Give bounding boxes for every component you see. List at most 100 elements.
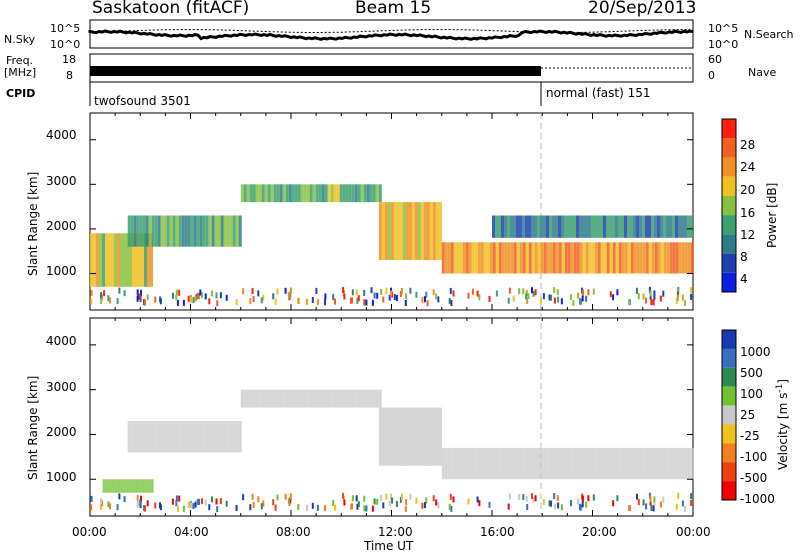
velocity-cell [138,479,142,493]
power-noise [554,297,556,304]
power-cell [516,242,520,274]
power-cell [522,242,526,274]
power-cell [525,242,529,274]
velocity-cell [600,447,604,480]
cpid-label: CPID [6,87,36,100]
power-colorbar-segment [722,157,736,177]
power-cell [438,202,442,260]
xtick-4: 16:00 [480,525,515,539]
date-title: 20/Sep/2013 [588,0,697,18]
power-noise [274,298,277,305]
power-cell [270,184,274,203]
velocity-colorbar-segment [722,424,736,444]
velocity-noise [154,502,157,509]
power-cell [324,184,328,203]
power-noise [194,295,197,302]
velocity-cell [135,479,139,493]
velocity-noise [507,503,510,510]
velocity-noise [351,503,354,510]
velocity-cell [330,389,334,408]
freq-tick-top: 18 [62,53,76,66]
power-cell [432,202,436,260]
velocity-cell [127,421,131,453]
power-cell [549,215,552,238]
power-cell [690,242,694,274]
power-noise [495,290,498,297]
velocity-cell [354,389,358,408]
power-cell [273,184,277,203]
velocity-noise [690,499,693,506]
power-cell [426,202,430,260]
velocity-noise [305,504,308,511]
velocity-cell [660,447,664,480]
power-cell [600,242,604,274]
velocity-noise [404,505,407,512]
power-noise [525,293,528,300]
power-cell [681,215,684,238]
power-noise [560,298,563,305]
velocity-cell [303,389,307,408]
power-cell [513,215,516,238]
power-cell [372,184,376,203]
power-noise [316,299,319,305]
velocity-cell [342,389,346,408]
velocity-noise [355,495,358,502]
power-noise [370,287,373,294]
power-cell [480,242,484,274]
power-cell [663,215,666,238]
power-colorbar-segment [722,176,736,196]
velocity-cell [681,447,685,480]
power-colorbar-segment [722,234,736,254]
power-cell [498,242,502,274]
velocity-noise [324,505,326,512]
velocity-noise [107,501,110,508]
velocity-noise [421,502,424,509]
velocity-cell [471,447,475,480]
velocity-noise [526,504,529,510]
power-cbar-tick-8: 8 [740,250,748,264]
velocity-noise [249,504,252,511]
power-noise [257,290,260,297]
power-noise [467,292,470,299]
power-noise [175,294,178,301]
velocity-cell [654,447,658,480]
nsearch-tick-bottom: 10^0 [708,38,739,51]
velocity-noise [351,495,354,502]
power-noise [216,300,219,307]
power-noise [534,289,537,296]
power-noise [452,290,455,297]
power-cell [211,215,215,247]
velocity-noise [675,503,678,510]
power-noise [171,292,174,299]
power-cell [567,215,570,238]
power-cell [184,215,188,247]
vel-cbar-tick-1000: 1000 [740,345,771,359]
power-cell [621,215,624,238]
power-cell [390,202,394,260]
velocity-cell [226,421,230,453]
power-noise [653,293,656,300]
velocity-cell [327,389,331,408]
velocity-noise [182,505,185,512]
power-cell [138,233,141,287]
power-cell [285,184,289,203]
power-noise [415,291,418,298]
velocity-cell [169,421,173,453]
velocity-cell [597,447,601,480]
power-noise [531,287,533,294]
power-cell [642,215,645,238]
velocity-cell [570,447,574,480]
power-noise [636,287,638,294]
power-cell [148,215,152,247]
velocity-cell [243,389,247,408]
velocity-cell [624,447,628,480]
power-cell [336,184,340,203]
power-cell [540,215,543,238]
velocity-noise [649,499,652,506]
power-noise [662,290,665,297]
power-colorbar-segment [722,253,736,273]
vel-cbar-tick-25: 25 [740,408,756,422]
velocity-cell [402,407,406,466]
velocity-cell [504,447,508,480]
power-cell [627,242,631,274]
